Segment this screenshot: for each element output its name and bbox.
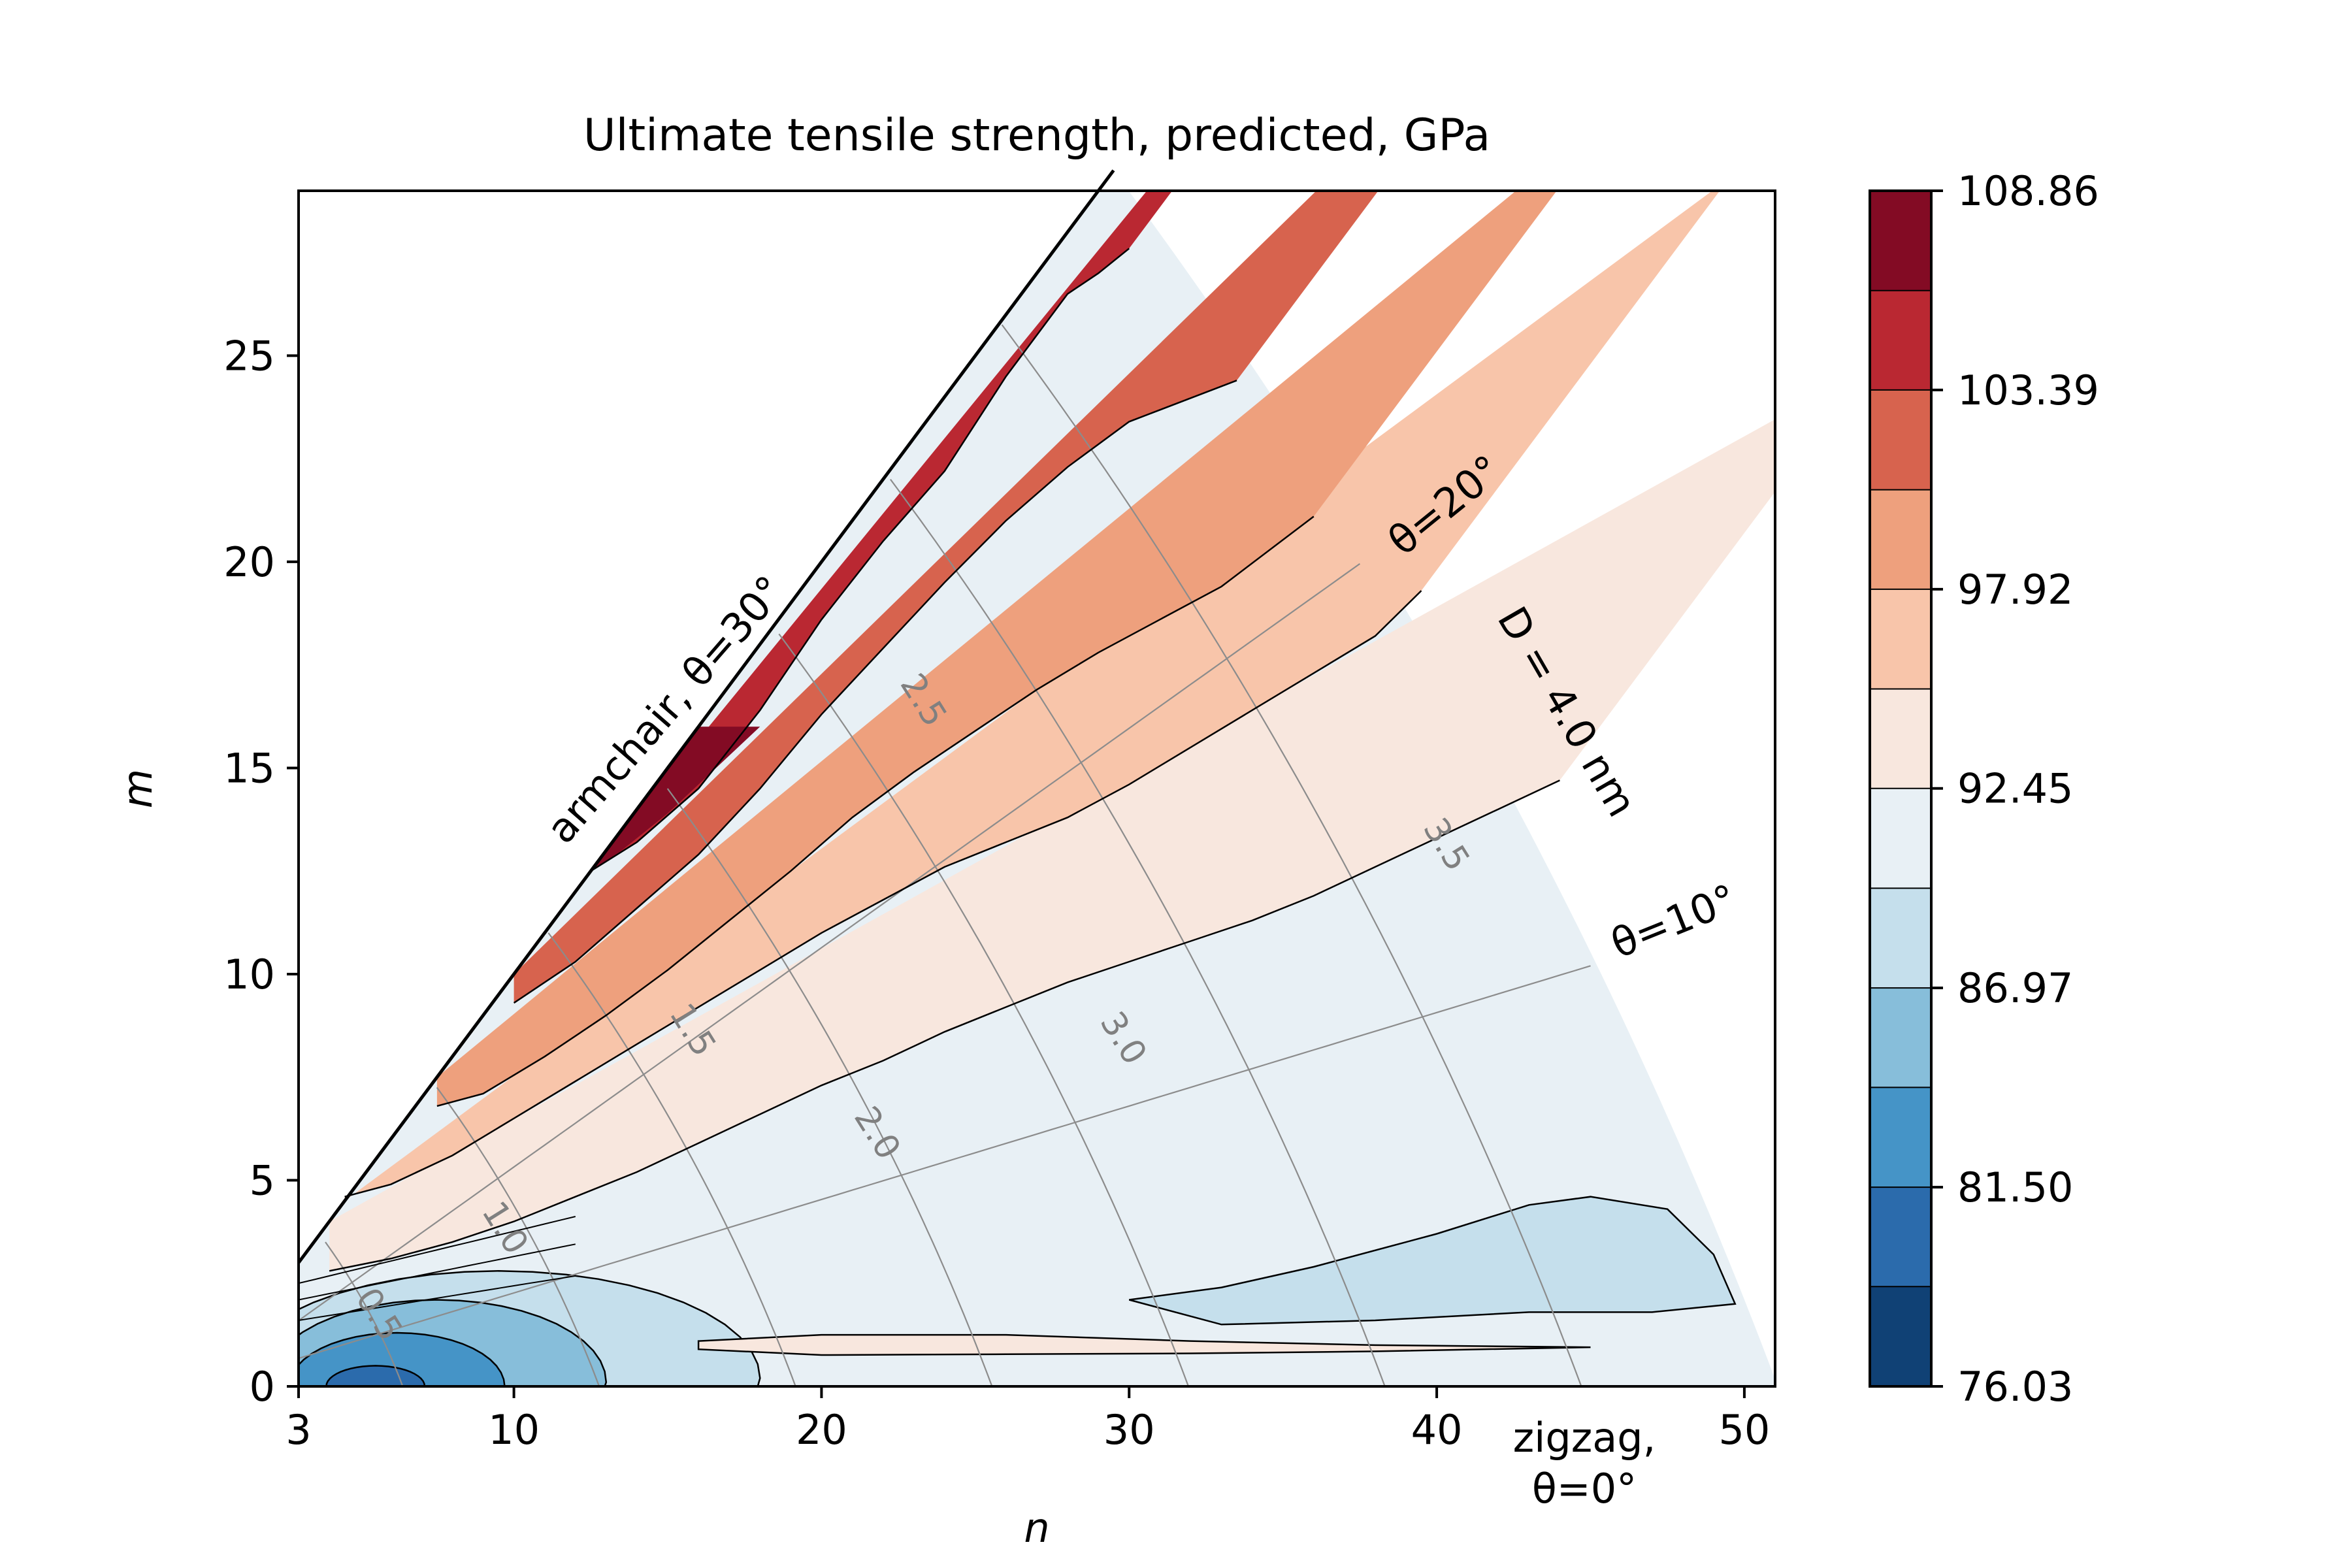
x-tick-label: 40 xyxy=(1411,1406,1463,1454)
colorbar-segment xyxy=(1870,1087,1931,1188)
colorbar-tick-label: 103.39 xyxy=(1957,367,2099,414)
diameter-contour xyxy=(666,788,993,1386)
colorbar-segment xyxy=(1870,589,1931,689)
x-tick-label: 3 xyxy=(286,1406,311,1454)
colorbar-segment xyxy=(1870,788,1931,889)
colorbar-tick-label: 81.50 xyxy=(1957,1164,2074,1211)
contour-band xyxy=(436,191,1557,1106)
contour-line xyxy=(299,1216,576,1284)
contour-line xyxy=(299,1275,576,1321)
armchair-edge-line xyxy=(297,169,1115,1264)
y-tick-label: 25 xyxy=(223,332,275,380)
chart-title: Ultimate tensile strength, predicted, GP… xyxy=(583,110,1490,161)
colorbar-tick-label: 108.86 xyxy=(1957,167,2099,215)
diameter-contour xyxy=(325,1241,404,1386)
colorbar-segment xyxy=(1870,1286,1931,1386)
colorbar-tick-label: 92.45 xyxy=(1957,765,2074,813)
y-tick-label: 5 xyxy=(250,1156,275,1204)
colorbar-segment xyxy=(1870,489,1931,589)
contour-line xyxy=(329,779,1560,1272)
contour-line xyxy=(513,380,1237,1004)
colorbar-segment xyxy=(1870,888,1931,988)
contour-bands xyxy=(299,191,1775,1386)
x-tick-label: 20 xyxy=(796,1406,847,1454)
diameter-guides xyxy=(299,324,1591,1386)
colorbar-segment xyxy=(1870,191,1931,291)
x-axis-label: n xyxy=(1024,1504,1049,1552)
colorbar-tick-label: 76.03 xyxy=(1957,1363,2074,1411)
y-axis-ticks: 0 5 10 15 20 25 xyxy=(223,332,299,1411)
contour-island xyxy=(697,1333,1591,1356)
y-axis-label: m xyxy=(114,769,161,808)
colorbar-tick-label: 97.92 xyxy=(1957,566,2074,613)
contour-band xyxy=(591,191,1173,872)
colorbar-tick-label: 86.97 xyxy=(1957,964,2074,1012)
contour-line xyxy=(344,590,1422,1198)
zigzag-theta-label: θ=0° xyxy=(1532,1465,1637,1512)
diameter-contour xyxy=(547,932,796,1386)
x-tick-label: 10 xyxy=(488,1406,540,1454)
zigzag-label: zigzag, xyxy=(1513,1414,1656,1462)
y-tick-label: 20 xyxy=(223,538,275,586)
diameter-contour xyxy=(890,479,1386,1386)
x-tick-label: 50 xyxy=(1718,1406,1770,1454)
contour-line xyxy=(590,248,1130,872)
chiral-angle-line xyxy=(299,965,1591,1360)
colorbar-ticks: 76.03 81.50 86.97 92.45 97.92 103.39 108.86 xyxy=(1931,167,2099,1411)
colorbar-segment xyxy=(1870,290,1931,390)
contour-line xyxy=(436,515,1315,1107)
x-axis-ticks: 3 10 20 30 40 50 xyxy=(286,1386,1770,1454)
colorbar-segment xyxy=(1870,1187,1931,1287)
colorbar-segment xyxy=(1870,689,1931,789)
x-tick-label: 30 xyxy=(1103,1406,1155,1454)
chiral-angle-line xyxy=(299,563,1361,1322)
theta-10-label: θ=10° xyxy=(1605,875,1744,968)
y-tick-label: 15 xyxy=(223,744,275,792)
contour-line xyxy=(299,1243,576,1301)
contour-island xyxy=(1128,1196,1737,1326)
y-tick-label: 0 xyxy=(250,1363,275,1411)
contour-band xyxy=(329,419,1775,1271)
colorbar xyxy=(1869,189,1933,1388)
colorbar-segment xyxy=(1870,389,1931,490)
plot-frame xyxy=(297,189,1776,1388)
colorbar-segment xyxy=(1870,988,1931,1088)
diameter-contour xyxy=(778,633,1190,1386)
y-tick-label: 10 xyxy=(223,951,275,998)
diameter-contour xyxy=(1001,324,1582,1386)
contour-lines xyxy=(299,248,1560,1321)
diameter-contour xyxy=(436,1086,600,1386)
contour-band xyxy=(514,191,1379,1004)
